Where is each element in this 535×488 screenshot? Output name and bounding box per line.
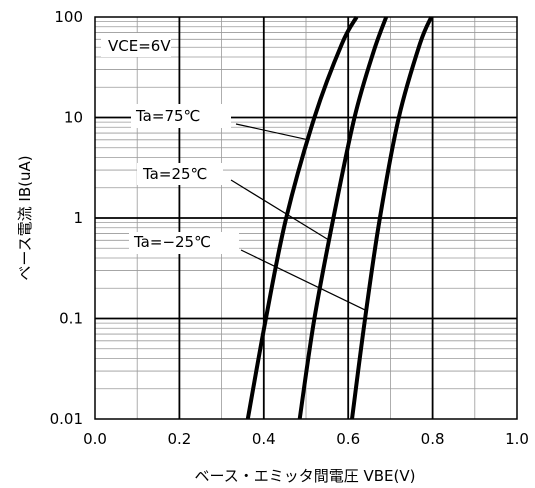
- annotation-bg-25: [137, 163, 223, 185]
- condition-label-bg: [101, 33, 171, 57]
- x-axis-label: ベース・エミッタ間電圧 VBE(V): [194, 467, 415, 485]
- annotation-bg-75: [131, 104, 231, 128]
- condition-label: VCE=6V: [108, 37, 171, 55]
- annotation-leader-0: [235, 123, 309, 141]
- y-tick-label: 1: [73, 209, 83, 227]
- x-tick-label: 0.4: [252, 430, 276, 448]
- y-axis-label: ベース電流 IB(uA): [16, 155, 34, 280]
- x-tick-label: 0.8: [421, 430, 445, 448]
- series-line-2: [350, 16, 434, 420]
- annotation-ta-minus25: Ta=−25℃: [133, 233, 211, 251]
- minor-grid: [95, 17, 517, 419]
- y-tick-label: 100: [54, 8, 83, 26]
- leader-layer: [230, 123, 367, 312]
- x-tick-label: 0.0: [83, 430, 107, 448]
- series-line-0: [245, 15, 359, 420]
- major-grid: [95, 17, 517, 419]
- annotation-ta-75: Ta=75℃: [135, 107, 200, 125]
- annotation-bg-minus25: [129, 232, 239, 254]
- annotation-leader-2: [240, 249, 367, 312]
- plot-frame: [94, 16, 518, 420]
- x-tick-label: 0.6: [336, 430, 360, 448]
- annotation-ta-25: Ta=25℃: [142, 165, 207, 183]
- series-layer: [245, 15, 434, 420]
- annotation-leader-1: [230, 179, 330, 241]
- tick-layer: 0.0 0.2 0.4 0.6 0.8 1.0 0.01 0.1 1 10 100: [50, 8, 529, 448]
- y-tick-label: 10: [64, 109, 83, 127]
- x-tick-label: 1.0: [505, 430, 529, 448]
- series-line-1: [297, 16, 389, 420]
- x-tick-label: 0.2: [167, 430, 191, 448]
- y-tick-label: 0.01: [50, 410, 83, 428]
- y-tick-label: 0.1: [59, 310, 83, 328]
